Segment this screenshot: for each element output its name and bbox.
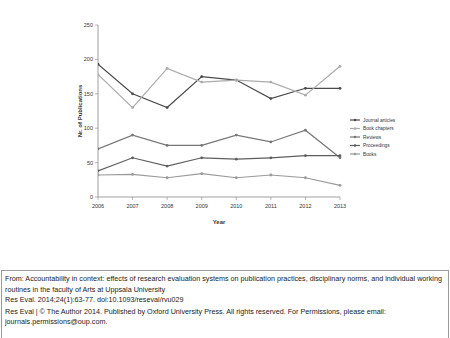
series-marker [304,87,307,90]
y-tick [95,162,98,163]
series-marker [131,106,134,109]
y-tick [95,128,98,129]
y-tick [95,197,98,198]
caption-citation: Res Eval. 2014;24(1):63-77. doi:10.1093/… [5,295,445,306]
series-marker [98,73,99,76]
series-marker [166,165,169,168]
series-marker [200,172,203,175]
legend-swatch [350,153,360,154]
x-tick [236,197,237,200]
x-tick-label: 2009 [196,203,208,209]
x-tick-label: 2008 [161,203,173,209]
legend-swatch [350,136,360,137]
series-marker [166,67,169,70]
series-marker [339,154,342,157]
series-marker [269,174,272,177]
series-marker [304,94,307,97]
series-line [98,66,340,107]
y-tick-label: 0 [90,194,93,200]
series-marker [235,158,238,161]
series-marker [269,81,272,84]
caption-box: From: Accountability in context: effects… [1,270,449,338]
series-marker [98,169,99,172]
legend-swatch [350,145,360,146]
x-tick [340,197,341,200]
series-marker [269,141,272,144]
series-marker [235,79,238,82]
x-tick [98,197,99,200]
legend-label: Reviews [363,135,382,140]
series-marker [98,63,99,66]
series-marker [304,176,307,179]
legend-swatch [350,128,360,129]
x-tick-label: 2012 [299,203,311,209]
legend-marker [354,144,357,147]
legend-marker [354,136,357,139]
caption-source: From: Accountability in context: effects… [5,274,445,295]
series-marker [235,176,238,179]
series-marker [131,134,134,137]
y-tick [95,25,98,26]
series-marker [98,147,99,150]
x-tick [305,197,306,200]
series-marker [200,75,203,78]
series-line [98,64,340,107]
x-axis [98,197,340,198]
legend-label: Books [363,152,377,157]
series-marker [269,97,272,100]
series-marker [200,144,203,147]
series-marker [131,173,134,176]
x-tick [270,197,271,200]
chart: 0 50 100 150 200 250 2006 2007 2008 2009 2010 2011 2… [0,0,450,268]
y-tick-label: 150 [84,91,93,97]
x-tick [132,197,133,200]
series-marker [166,106,169,109]
series-marker [166,176,169,179]
legend: Journal articles Book chapters Reviews Proc… [350,118,396,157]
series-line [98,156,340,171]
series-marker [166,144,169,147]
y-tick-label: 100 [84,125,93,131]
y-tick-label: 250 [84,22,93,28]
y-tick [95,59,98,60]
x-tick-label: 2007 [126,203,138,209]
y-tick [95,93,98,94]
x-tick-label: 2011 [265,203,277,209]
series-marker [200,156,203,159]
legend-marker [354,119,357,122]
series-marker [235,134,238,137]
series-marker [339,184,342,187]
series-line [98,174,340,186]
series-marker [131,92,134,95]
plot-area [98,63,341,187]
legend-label: Book chapters [363,126,394,131]
series-marker [98,174,99,177]
series-line [98,130,340,158]
y-axis [98,25,99,197]
series-marker [339,65,342,68]
x-tick-label: 2006 [92,203,104,209]
series-marker [269,156,272,159]
x-tick-label: 2013 [334,203,346,209]
series-marker [304,154,307,157]
legend-marker [354,153,357,156]
legend-label: Proceedings [363,143,390,148]
y-tick-label: 50 [87,160,93,166]
y-tick-label: 200 [84,56,93,62]
legend-label: Journal articles [363,118,396,123]
x-tick-label: 2010 [230,203,242,209]
x-tick [167,197,168,200]
series-marker [200,81,203,84]
series-marker [304,129,307,132]
legend-swatch [350,119,360,120]
caption-copyright: Res Eval | © The Author 2014. Published … [5,307,445,328]
series-marker [235,79,238,82]
legend-marker [354,127,357,130]
series-marker [339,87,342,90]
y-axis-label: Nr. of Publications [77,84,83,137]
x-axis-label: Year [213,219,226,225]
series-marker [131,156,134,159]
x-tick [201,197,202,200]
